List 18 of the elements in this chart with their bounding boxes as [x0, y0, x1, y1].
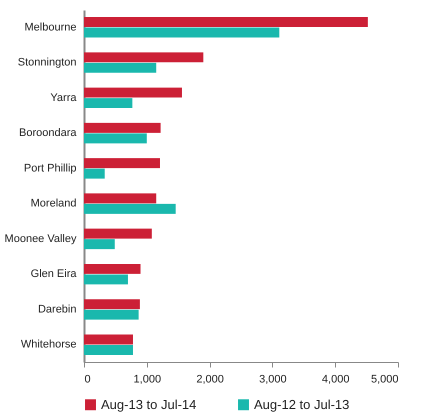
y-tick-label: Stonnington: [18, 56, 76, 69]
legend-label: Aug-12 to Jul-13: [254, 396, 350, 412]
x-tick-label: 4,000: [322, 374, 350, 386]
y-tick-label: Moonee Valley: [4, 232, 77, 245]
x-tick-label: 3,000: [259, 374, 287, 386]
x-tick-label: 0: [84, 374, 91, 386]
x-tick-label: 1,000: [134, 374, 162, 386]
legend-label: Aug-13 to Jul-14: [101, 396, 196, 412]
y-tick-label: Boroondara: [19, 127, 78, 140]
x-tick-label: 2,000: [196, 374, 224, 386]
x-tick-label: 5,000: [370, 374, 398, 386]
y-tick-label: Melbourne: [24, 21, 76, 34]
y-tick-label: Darebin: [38, 303, 76, 316]
y-tick-label: Glen Eira: [30, 268, 78, 280]
y-tick-label: Yarra: [50, 92, 78, 104]
y-tick-label: Port Phillip: [24, 162, 76, 174]
y-tick-label: Whitehorse: [20, 338, 76, 351]
y-tick-label: Moreland: [30, 198, 76, 210]
